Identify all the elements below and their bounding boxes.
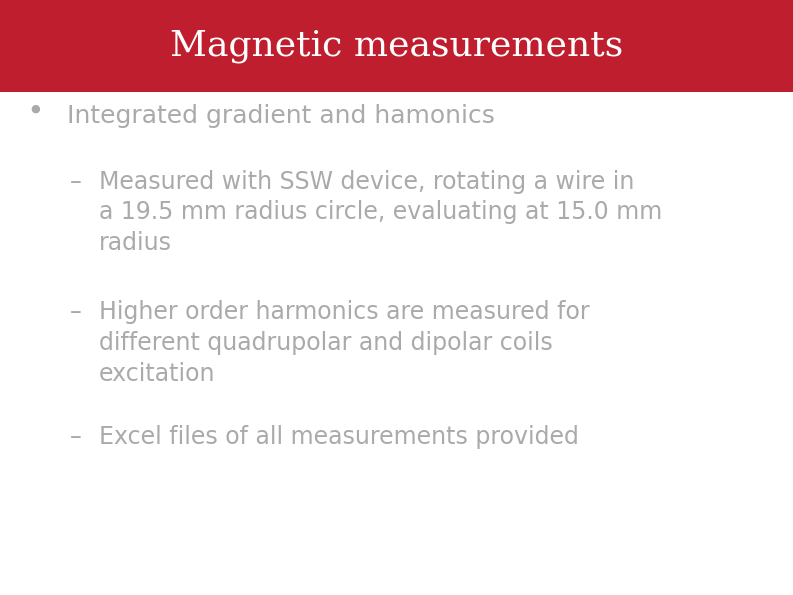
- FancyBboxPatch shape: [0, 0, 793, 92]
- Text: Measured with SSW device, rotating a wire in
a 19.5 mm radius circle, evaluating: Measured with SSW device, rotating a wir…: [99, 170, 662, 255]
- Text: –: –: [70, 300, 81, 324]
- Text: ●: ●: [31, 104, 40, 114]
- Text: Excel files of all measurements provided: Excel files of all measurements provided: [99, 425, 579, 449]
- Text: Integrated gradient and hamonics: Integrated gradient and hamonics: [67, 104, 496, 128]
- Text: –: –: [70, 425, 81, 449]
- Text: –: –: [70, 170, 81, 193]
- Text: Magnetic measurements: Magnetic measurements: [170, 29, 623, 63]
- Text: Higher order harmonics are measured for
different quadrupolar and dipolar coils
: Higher order harmonics are measured for …: [99, 300, 590, 386]
